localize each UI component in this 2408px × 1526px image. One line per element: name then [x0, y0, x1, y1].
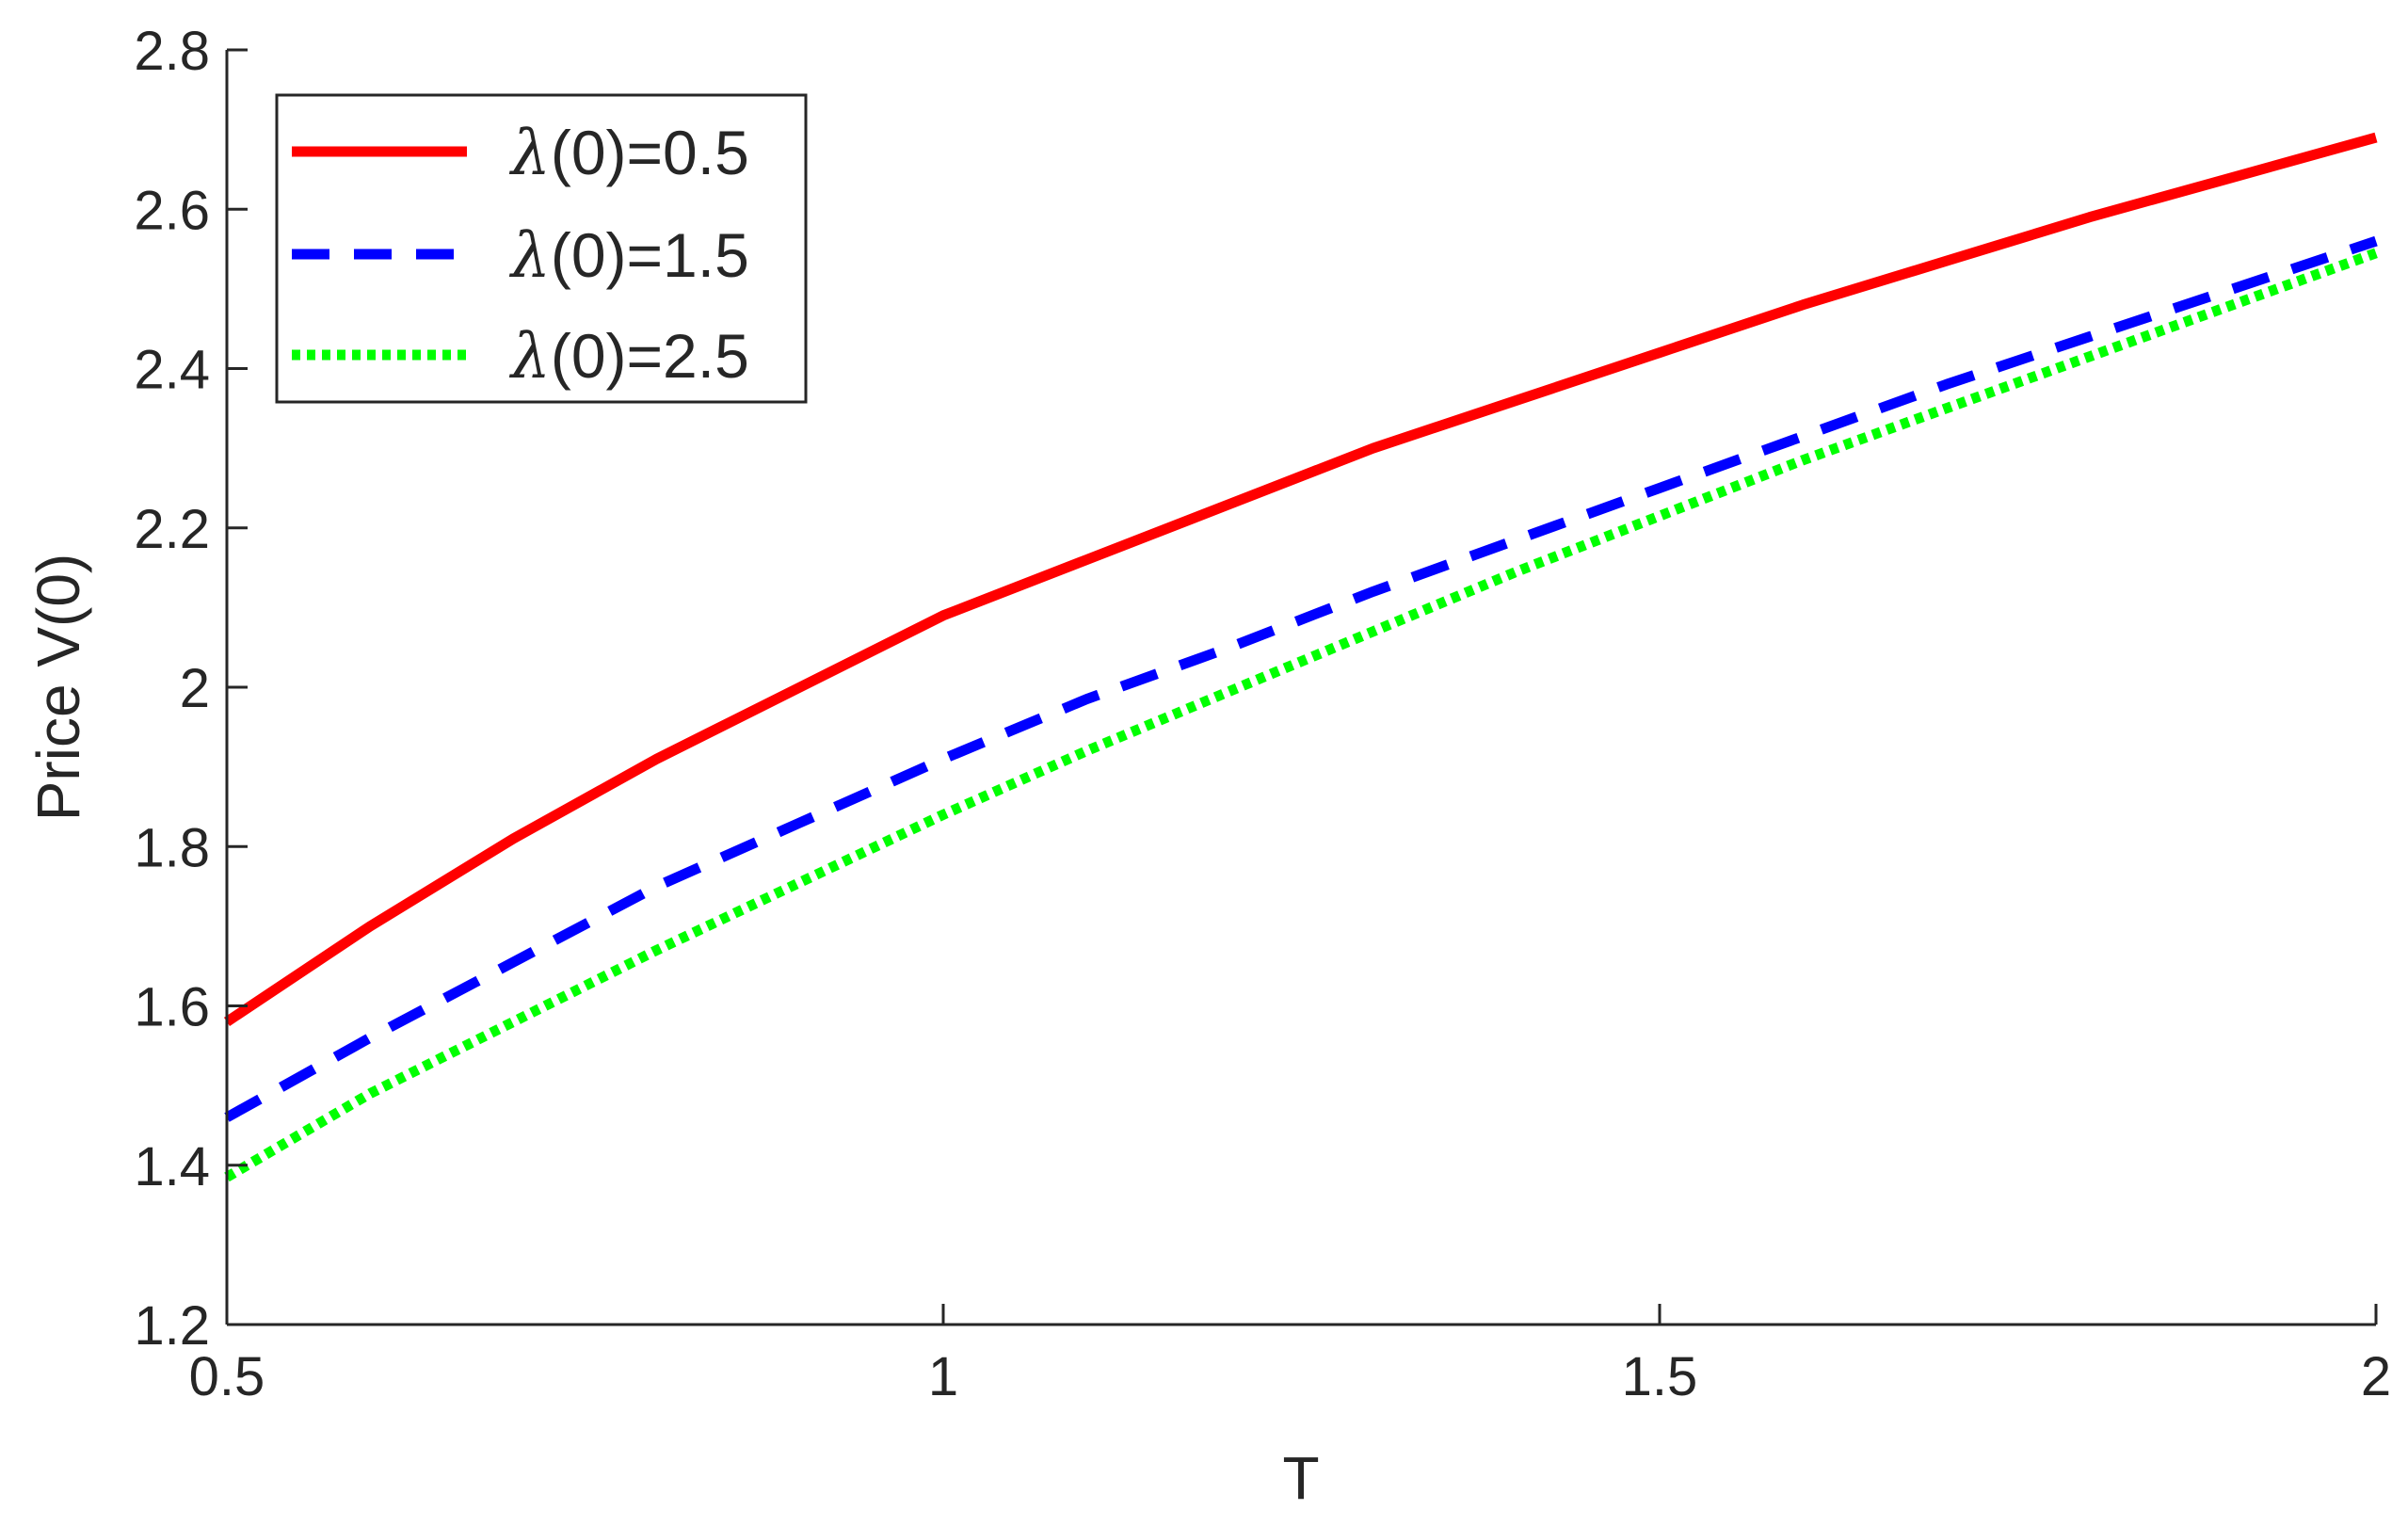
y-tick-label: 1.6: [134, 977, 210, 1038]
legend-label-text: (0)=0.5: [551, 118, 749, 187]
legend-label-3: λ(0)=2.5: [508, 320, 749, 393]
legend-label-2: λ(0)=1.5: [508, 219, 749, 292]
legend-label-1: λ(0)=0.5: [508, 117, 749, 189]
x-tick-label: 1: [928, 1346, 958, 1407]
x-tick-label: 1.5: [1622, 1346, 1698, 1407]
legend-box: [275, 93, 808, 404]
legend-lambda-symbol: λ: [508, 219, 551, 292]
y-tick-label: 1.8: [134, 817, 210, 878]
legend-label-text: (0)=2.5: [551, 321, 749, 391]
legend-lambda-symbol: λ: [508, 117, 551, 189]
y-tick-label: 2.6: [134, 180, 210, 241]
x-axis-title: T: [1282, 1444, 1319, 1512]
y-tick-label: 2.4: [134, 340, 210, 401]
y-tick-label: 2.2: [134, 499, 210, 560]
legend-label-text: (0)=1.5: [551, 220, 749, 290]
y-tick-label: 2.8: [134, 21, 210, 82]
series-line-1: [223, 132, 2378, 1026]
y-axis-title: Price V(0): [24, 554, 92, 822]
series-line-2: [224, 235, 2378, 1122]
series-layer: [223, 132, 2378, 1182]
x-tick-label: 0.5: [189, 1346, 265, 1407]
y-tick-label: 1.4: [134, 1136, 210, 1197]
legend-lambda-symbol: λ: [508, 320, 551, 393]
ticks: 1.2 1.4 1.6 1.8 2 2.2 2.4 2.6 2.8 0.5 1 1.5 2: [134, 21, 2391, 1407]
y-tick-label: 1.2: [134, 1295, 210, 1357]
x-tick-label: 2: [2361, 1346, 2391, 1407]
series-line-3: [224, 248, 2378, 1182]
y-tick-label: 2: [180, 658, 210, 719]
legend: λ(0)=0.5λ(0)=1.5λ(0)=2.5: [275, 93, 808, 404]
